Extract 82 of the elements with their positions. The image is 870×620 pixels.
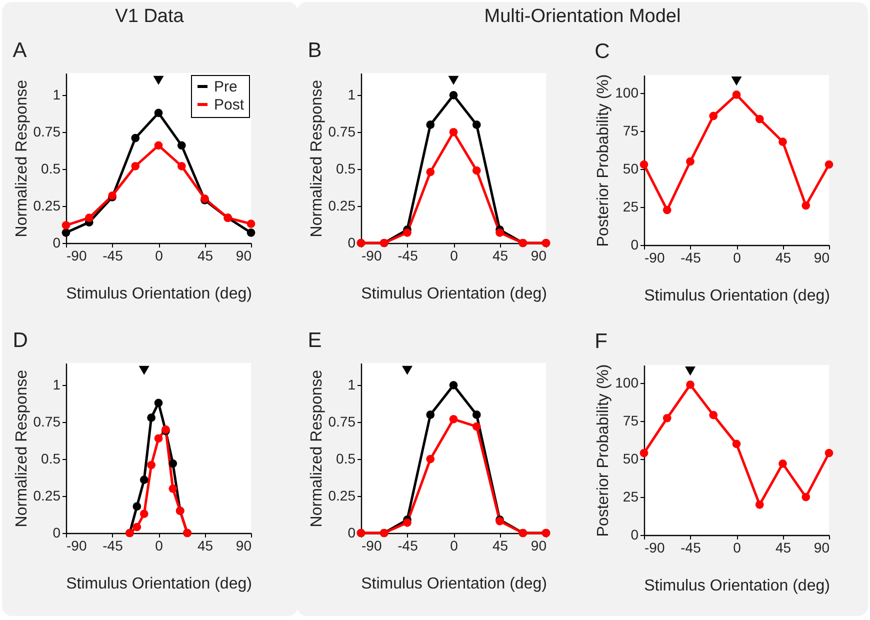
y-tick-label: 0 [630, 236, 639, 252]
x-tick-label: -90 [66, 538, 87, 554]
x-tick-label: 0 [155, 538, 164, 554]
x-tick-label: -45 [398, 538, 418, 554]
y-tick-label: 0 [630, 526, 639, 542]
y-tick-label: 25 [622, 198, 639, 215]
x-tick-label: -45 [102, 538, 124, 554]
chart-title: F [594, 330, 608, 353]
x-axis-title: Stimulus Orientation (deg) [644, 288, 830, 304]
x-axis-title: Stimulus Orientation (deg) [361, 576, 547, 592]
chart-title: E [308, 329, 322, 352]
x-tick-label: -90 [362, 248, 382, 264]
y-tick-label: 25 [622, 488, 639, 505]
y-tick-label: 0 [52, 234, 61, 250]
x-tick-label: 90 [236, 248, 252, 264]
chart-title: D [12, 329, 28, 352]
x-tick-label: 90 [530, 538, 547, 554]
x-tick-label: -90 [644, 250, 665, 266]
x-tick-label: -90 [644, 540, 665, 556]
y-tick-label: 1 [348, 86, 356, 103]
chart-title: A [12, 39, 27, 62]
y-axis-title: Normalized Response [13, 370, 30, 528]
y-tick-label: 0 [348, 234, 356, 250]
y-axis-title: Posterior Probability (%) [595, 74, 612, 247]
y-tick-label: 0.75 [328, 124, 356, 140]
x-tick-label: 45 [197, 248, 214, 264]
y-tick-label: 0.25 [33, 488, 61, 504]
y-tick-label: 1 [52, 86, 61, 103]
x-tick-label: 45 [775, 250, 792, 266]
x-tick-label: 0 [155, 248, 164, 264]
legend-label: Pre [214, 78, 238, 96]
y-tick-label: 0.25 [33, 198, 61, 214]
y-tick-label: 0.75 [33, 414, 61, 430]
y-tick-label: 0.5 [41, 160, 61, 177]
x-tick-label: 0 [733, 250, 742, 266]
x-axis-title: Stimulus Orientation (deg) [361, 286, 547, 302]
y-tick-label: 50 [622, 450, 639, 467]
y-tick-label: 0.5 [336, 160, 356, 177]
chart-title: B [308, 39, 322, 62]
y-tick-label: 0.5 [336, 450, 356, 467]
x-tick-label: 90 [530, 248, 547, 264]
x-tick-label: -90 [362, 538, 382, 554]
x-tick-label: 45 [492, 538, 508, 554]
y-tick-label: 0.75 [328, 414, 356, 430]
x-tick-label: -45 [102, 248, 124, 264]
y-tick-label: 0 [52, 524, 61, 540]
y-axis-title: Normalized Response [308, 370, 326, 528]
y-tick-label: 1 [348, 376, 356, 393]
x-tick-label: 90 [236, 538, 252, 554]
x-tick-label: 0 [733, 540, 742, 556]
y-tick-label: 50 [622, 160, 639, 177]
x-tick-label: 90 [814, 540, 830, 556]
y-tick-label: 0 [348, 524, 356, 540]
y-tick-label: 100 [615, 84, 639, 101]
y-tick-label: 75 [622, 122, 639, 139]
y-tick-label: 0.25 [328, 488, 356, 504]
y-axis-title: Normalized Response [13, 80, 30, 238]
x-tick-label: 90 [814, 250, 830, 266]
x-tick-label: 45 [492, 248, 508, 264]
chart-title: C [594, 40, 610, 63]
x-tick-label: 45 [197, 538, 214, 554]
text: V1 Data [114, 6, 185, 28]
y-tick-label: 75 [622, 412, 639, 429]
legend-label: Post [214, 96, 245, 114]
x-tick-label: -45 [680, 540, 702, 556]
y-tick-label: 0.75 [33, 124, 61, 140]
x-tick-label: 0 [450, 538, 458, 554]
y-tick-label: 1 [52, 376, 61, 393]
y-tick-label: 0.25 [328, 198, 356, 214]
x-tick-label: -45 [398, 248, 418, 264]
text: Multi-Orientation Model [483, 6, 682, 28]
x-axis-title: Stimulus Orientation (deg) [66, 576, 252, 592]
y-axis-title: Posterior Probability (%) [595, 364, 612, 537]
y-axis-title: Normalized Response [308, 80, 326, 238]
x-tick-label: 0 [450, 248, 458, 264]
x-tick-label: 45 [775, 540, 792, 556]
x-tick-label: -90 [66, 248, 87, 264]
y-tick-label: 100 [615, 374, 639, 391]
y-tick-label: 0.5 [41, 450, 61, 467]
x-axis-title: Stimulus Orientation (deg) [66, 286, 252, 302]
x-axis-title: Stimulus Orientation (deg) [644, 578, 830, 594]
x-tick-label: -45 [680, 250, 702, 266]
